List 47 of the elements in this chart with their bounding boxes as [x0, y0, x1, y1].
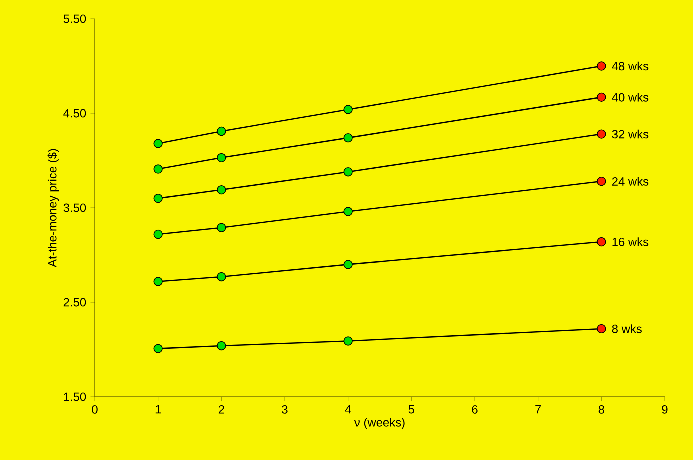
- point: [597, 176, 606, 186]
- x-tick-label: 9: [662, 405, 668, 414]
- point: [597, 92, 606, 102]
- series-label: 32 wks: [612, 130, 649, 139]
- point: [217, 341, 226, 351]
- series-label: 24 wks: [612, 177, 649, 186]
- point: [597, 324, 606, 334]
- point: [154, 277, 163, 286]
- y-tick-label: 3.50: [64, 204, 86, 212]
- point: [597, 62, 606, 71]
- y-tick-label: 5.50: [64, 14, 86, 24]
- point: [154, 230, 163, 240]
- point: [344, 133, 353, 143]
- x-tick-label: 3: [282, 405, 288, 414]
- point: [344, 167, 353, 177]
- x-tick-label: 8: [598, 405, 604, 414]
- point: [344, 336, 353, 346]
- series-label: 16 wks: [612, 238, 649, 246]
- y-tick-label: 4.50: [64, 109, 86, 118]
- x-tick-label: 2: [218, 405, 224, 414]
- series-label: 48 wks: [612, 62, 649, 71]
- x-tick-label: 4: [345, 405, 352, 414]
- x-tick-label: 5: [408, 405, 414, 414]
- x-tick-label: 7: [536, 405, 542, 414]
- point: [344, 105, 353, 114]
- point: [344, 207, 353, 216]
- x-axis-title: ν (weeks): [354, 418, 405, 430]
- series-label: 8 wks: [612, 324, 642, 334]
- x-tick-label: 1: [156, 405, 162, 414]
- point: [344, 260, 353, 270]
- point: [217, 185, 226, 195]
- x-tick-label: 6: [472, 405, 478, 414]
- point: [217, 223, 226, 232]
- point: [154, 139, 163, 148]
- point: [597, 237, 606, 247]
- point: [154, 344, 163, 354]
- y-axis-title: At-the-money price ($): [48, 149, 60, 268]
- point: [154, 194, 163, 204]
- point: [154, 164, 163, 174]
- y-tick-label: 2.50: [64, 298, 86, 307]
- series-label: 40 wks: [612, 93, 649, 102]
- point: [217, 153, 226, 163]
- x-tick-label: 0: [92, 405, 98, 414]
- point: [217, 126, 226, 136]
- y-tick-label: 1.50: [64, 392, 86, 402]
- point: [217, 272, 226, 282]
- point: [597, 130, 606, 139]
